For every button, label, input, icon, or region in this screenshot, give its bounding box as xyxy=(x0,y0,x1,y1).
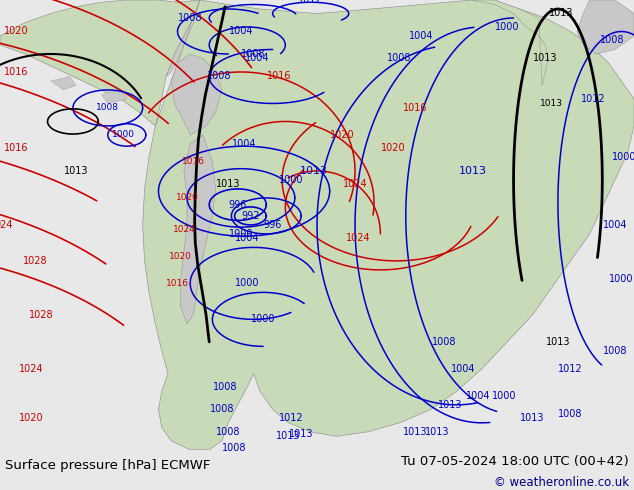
Text: 1016: 1016 xyxy=(403,103,427,113)
Text: 1013: 1013 xyxy=(458,166,486,176)
Text: 1013: 1013 xyxy=(438,400,462,410)
Text: 1024: 1024 xyxy=(346,233,370,244)
Text: 1004: 1004 xyxy=(410,31,434,41)
Text: 1008: 1008 xyxy=(178,13,202,23)
Text: 1012: 1012 xyxy=(280,414,304,423)
Text: 1028: 1028 xyxy=(23,256,47,266)
Text: 1013: 1013 xyxy=(64,166,88,176)
Text: 1008: 1008 xyxy=(216,427,240,437)
Text: 1000: 1000 xyxy=(112,130,135,140)
Text: 1013: 1013 xyxy=(521,414,545,423)
Polygon shape xyxy=(0,0,200,126)
Polygon shape xyxy=(472,0,548,85)
Text: 1008: 1008 xyxy=(432,337,456,347)
Text: 996: 996 xyxy=(264,220,281,230)
Text: 1013: 1013 xyxy=(289,429,313,439)
Text: 1020: 1020 xyxy=(20,414,44,423)
Text: 1020: 1020 xyxy=(176,194,198,202)
Polygon shape xyxy=(171,54,222,135)
Text: 024: 024 xyxy=(0,220,13,230)
Text: 1008: 1008 xyxy=(600,35,624,46)
Text: 1013: 1013 xyxy=(546,337,570,347)
Text: 1000: 1000 xyxy=(612,152,634,163)
Text: 1008: 1008 xyxy=(210,404,234,415)
Text: Surface pressure [hPa] ECMWF: Surface pressure [hPa] ECMWF xyxy=(5,460,210,472)
Text: 1004: 1004 xyxy=(229,26,253,36)
Text: 1013: 1013 xyxy=(403,427,427,437)
Text: 1008: 1008 xyxy=(603,346,627,356)
Text: 1013: 1013 xyxy=(533,53,557,64)
Text: 1016: 1016 xyxy=(267,72,291,81)
Text: 1000: 1000 xyxy=(229,229,253,239)
Text: 1013: 1013 xyxy=(549,8,573,19)
Text: 996: 996 xyxy=(229,199,247,210)
Text: 1008: 1008 xyxy=(242,49,266,59)
Polygon shape xyxy=(143,0,634,450)
Text: 1008: 1008 xyxy=(213,382,237,392)
Text: 1004: 1004 xyxy=(603,220,627,230)
Text: 1004: 1004 xyxy=(245,53,269,64)
Text: 1028: 1028 xyxy=(29,310,53,320)
Text: 1008: 1008 xyxy=(223,442,247,453)
Polygon shape xyxy=(51,76,76,90)
Text: 1020: 1020 xyxy=(330,130,354,140)
Text: 1000: 1000 xyxy=(495,22,519,32)
Text: 1016: 1016 xyxy=(166,279,189,288)
Text: 1024: 1024 xyxy=(172,225,195,234)
Text: 1004: 1004 xyxy=(451,364,475,374)
Text: 1000: 1000 xyxy=(609,274,633,284)
Text: 1008: 1008 xyxy=(559,409,583,419)
Text: Tu 07-05-2024 18:00 UTC (00+42): Tu 07-05-2024 18:00 UTC (00+42) xyxy=(401,455,629,467)
Text: 1008: 1008 xyxy=(387,53,411,64)
Text: 1016: 1016 xyxy=(182,157,205,167)
Text: 1004: 1004 xyxy=(235,233,259,244)
Text: 1013: 1013 xyxy=(540,99,563,108)
Text: 1004: 1004 xyxy=(467,391,491,401)
Text: 1000: 1000 xyxy=(492,391,516,401)
Text: 1020: 1020 xyxy=(4,26,28,36)
Text: 1024: 1024 xyxy=(343,179,367,190)
Text: 1008: 1008 xyxy=(207,72,231,81)
Text: 1013: 1013 xyxy=(276,431,301,441)
Text: 1004: 1004 xyxy=(232,139,256,149)
Polygon shape xyxy=(577,0,634,54)
Text: 1000: 1000 xyxy=(251,315,275,324)
Polygon shape xyxy=(166,0,200,76)
Polygon shape xyxy=(101,90,127,103)
Text: 1016: 1016 xyxy=(4,144,28,153)
Text: 992: 992 xyxy=(241,211,260,221)
Text: 1008: 1008 xyxy=(96,103,119,113)
Text: 1013: 1013 xyxy=(425,427,450,437)
Text: 1000: 1000 xyxy=(235,278,259,289)
Text: 1012: 1012 xyxy=(581,94,605,104)
Text: 1000: 1000 xyxy=(280,175,304,185)
Text: 1013: 1013 xyxy=(300,166,328,176)
Polygon shape xyxy=(181,135,216,324)
Text: 1024: 1024 xyxy=(20,364,44,374)
Text: 1012: 1012 xyxy=(559,364,583,374)
Text: 1016: 1016 xyxy=(4,67,28,77)
Text: © weatheronline.co.uk: © weatheronline.co.uk xyxy=(494,476,629,490)
Text: 1020: 1020 xyxy=(381,144,405,153)
Text: 1020: 1020 xyxy=(169,252,192,261)
Text: 1012: 1012 xyxy=(299,0,323,5)
Text: 1013: 1013 xyxy=(216,179,240,190)
